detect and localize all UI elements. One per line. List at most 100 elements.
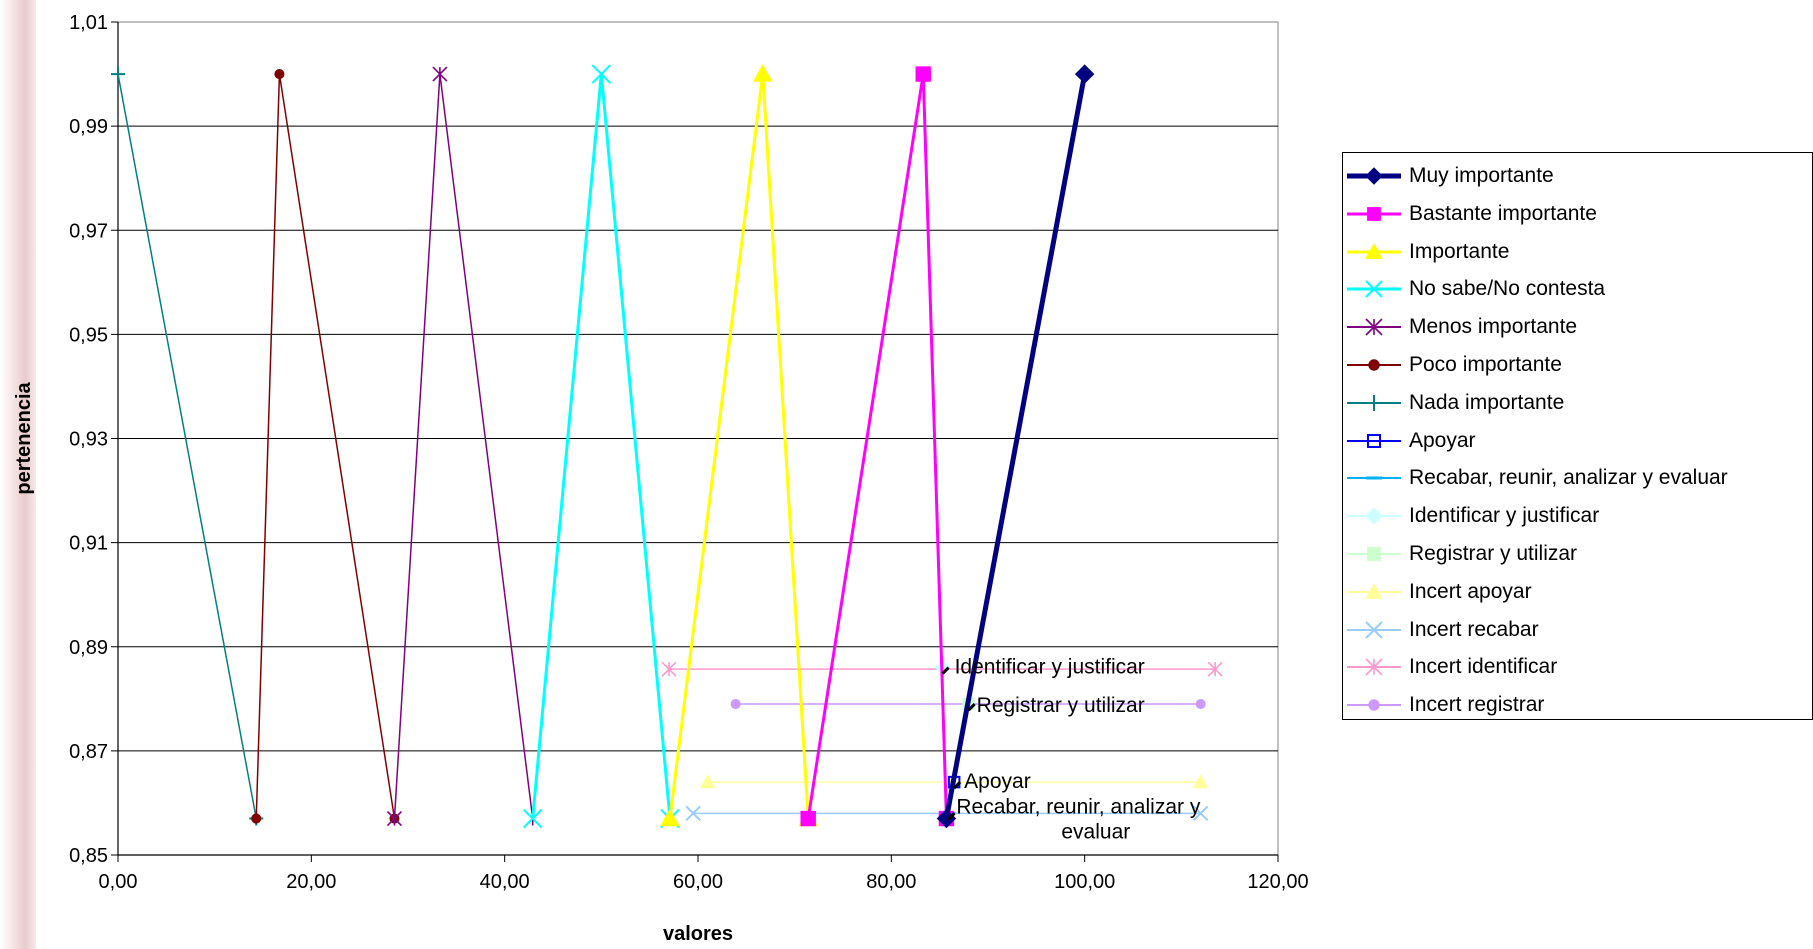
data-point xyxy=(1192,805,1209,822)
y-tick-label: 1,01 xyxy=(69,12,108,34)
data-point xyxy=(699,774,716,789)
data-point xyxy=(660,808,680,827)
legend-label: Nada importante xyxy=(1409,390,1565,414)
x-tick-label: 80,00 xyxy=(866,871,916,893)
legend-label: Apoyar xyxy=(1409,428,1476,452)
tick-labels: 0,85 0,87 0,89 0,91 0,93 0,95 0,97 0,99 1,01 0,00… xyxy=(69,12,1309,893)
data-point xyxy=(800,810,816,827)
legend-label: Incert recabar xyxy=(1409,617,1539,641)
annotation-leader xyxy=(941,666,950,675)
legend-item-incert-identificar: Incert identificar xyxy=(1343,650,1557,684)
legend-item-incert-registrar: Incert registrar xyxy=(1343,688,1544,722)
legend-marker xyxy=(1368,359,1380,371)
data-point xyxy=(1207,661,1223,677)
legend-swatch xyxy=(1347,582,1401,599)
legend-label: Muy importante xyxy=(1409,164,1554,187)
legend-item-no-sabe-no-contesta: No sabe/No contesta xyxy=(1343,272,1605,306)
data-point xyxy=(730,698,741,710)
y-tick-label: 0,99 xyxy=(69,116,108,138)
annotation-label: Apoyar xyxy=(964,770,1031,793)
legend-item-nada-importante: Nada importante xyxy=(1343,386,1564,420)
legend-label: Recabar, reunir, analizar y evaluar xyxy=(1409,466,1728,490)
x-tick-label: 120,00 xyxy=(1247,871,1308,893)
legend-swatch xyxy=(1347,167,1401,185)
annotation-label: Identificar y justificar xyxy=(955,656,1145,679)
legend-item-bastante-importante: Bastante importante xyxy=(1343,197,1597,231)
data-point xyxy=(591,64,612,84)
legend-label: Identificar y justificar xyxy=(1409,504,1600,528)
legend-item-incert-recabar: Incert recabar xyxy=(1343,613,1539,647)
data-point xyxy=(1192,774,1209,789)
x-axis-title: valores xyxy=(663,923,733,945)
annotation-leader xyxy=(967,702,976,712)
legend-marker xyxy=(1365,167,1383,185)
legend-label: Incert identificar xyxy=(1409,655,1558,679)
legend-marker xyxy=(1365,318,1383,336)
legend-marker xyxy=(1365,582,1383,599)
decorative-side-stripe xyxy=(0,0,36,949)
legend-marker xyxy=(1365,658,1383,676)
chart-legend: Muy importante Bastante importante Importa… xyxy=(1342,152,1813,720)
legend-item-importante: Importante xyxy=(1343,235,1509,269)
data-point xyxy=(274,69,285,80)
legend-label: Incert registrar xyxy=(1409,693,1545,717)
legend-item-registrar-y-utilizar: Registrar y utilizar xyxy=(1343,537,1577,571)
legend-swatch xyxy=(1347,699,1401,711)
data-point xyxy=(915,66,931,82)
legend-swatch xyxy=(1347,394,1401,411)
series-muy-importante xyxy=(936,64,1095,829)
y-tick-label: 0,93 xyxy=(69,429,108,451)
legend-item-identificar-y-justificar: Identificar y justificar xyxy=(1343,499,1599,533)
legend-swatch xyxy=(1347,507,1401,525)
legend-swatch xyxy=(1347,206,1401,221)
legend-marker xyxy=(1365,280,1383,299)
legend-label: No sabe/No contesta xyxy=(1409,277,1606,301)
legend-item-recabar-reunir-analizar-y-evaluar: Recabar, reunir, analizar y evaluar xyxy=(1343,461,1728,495)
series-line xyxy=(943,73,1088,820)
y-axis-title: pertenencia xyxy=(13,381,35,494)
series-line xyxy=(117,73,257,819)
legend-swatch xyxy=(1347,547,1401,561)
data-point xyxy=(522,808,543,829)
legend-swatch xyxy=(1347,433,1401,448)
legend-label: Menos importante xyxy=(1409,315,1578,339)
legend-marker xyxy=(1365,242,1383,259)
legend-swatch xyxy=(1347,620,1401,639)
gridlines xyxy=(118,125,1278,752)
series-layer xyxy=(111,64,1223,829)
y-tick-label: 0,91 xyxy=(69,533,108,555)
data-point xyxy=(752,64,773,82)
x-tick-label: 60,00 xyxy=(673,871,723,893)
y-tick-label: 0,85 xyxy=(69,845,108,867)
annotation-leader xyxy=(953,781,962,790)
legend-item-incert-apoyar: Incert apoyar xyxy=(1343,575,1532,609)
legend-swatch xyxy=(1347,359,1401,371)
x-tick-label: 40,00 xyxy=(480,871,530,893)
legend-swatch xyxy=(1347,476,1401,480)
legend-marker xyxy=(1367,206,1381,221)
data-point xyxy=(661,661,677,677)
legend-item-muy-importante: Muy importante xyxy=(1343,159,1554,193)
x-tick-label: 20,00 xyxy=(286,871,336,893)
data-point xyxy=(251,813,262,824)
legend-marker xyxy=(1367,433,1381,448)
legend-swatch xyxy=(1347,242,1401,259)
legend-swatch xyxy=(1347,280,1401,299)
y-tick-label: 0,97 xyxy=(69,220,108,242)
legend-label: Importante xyxy=(1409,239,1510,263)
legend-item-poco-importante: Poco importante xyxy=(1343,348,1562,382)
data-point xyxy=(386,810,403,827)
legend-label: Bastante importante xyxy=(1409,201,1597,225)
x-tick-label: 100,00 xyxy=(1054,871,1115,893)
annotation-leader xyxy=(947,812,956,821)
legend-label: Registrar y utilizar xyxy=(1409,542,1578,565)
legend-marker xyxy=(1365,507,1383,525)
legend-label: Poco importante xyxy=(1409,353,1562,376)
y-tick-label: 0,87 xyxy=(69,741,108,763)
legend-marker xyxy=(1365,620,1383,639)
y-tick-label: 0,89 xyxy=(69,637,108,659)
annotation-layer: Identificar y justificar Registrar y util… xyxy=(941,656,1201,843)
data-point xyxy=(1074,64,1095,84)
legend-marker xyxy=(1366,394,1382,411)
